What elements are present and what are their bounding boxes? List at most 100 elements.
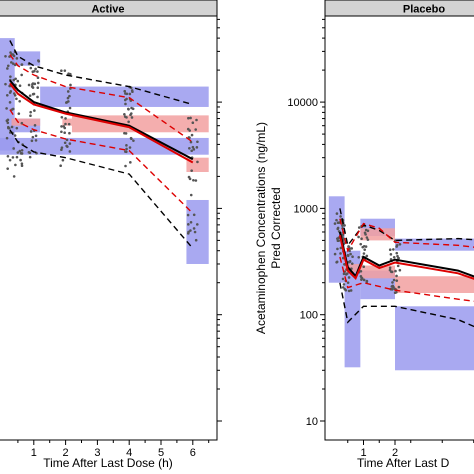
x-tick-label: 2: [63, 447, 69, 459]
observed-point: [4, 82, 7, 86]
observed-point: [66, 96, 70, 100]
observed-point: [130, 137, 133, 140]
observed-point: [398, 242, 402, 246]
observed-point: [18, 149, 22, 153]
prediction-band: [186, 199, 209, 264]
observed-point: [60, 146, 64, 149]
observed-point: [393, 291, 397, 295]
observed-point: [63, 131, 66, 134]
observed-point: [33, 109, 36, 112]
observed-point: [361, 245, 365, 249]
observed-point: [125, 144, 128, 147]
y-tick-label: 1000: [294, 203, 318, 215]
observed-point: [388, 266, 392, 270]
observed-point: [28, 155, 32, 159]
observed-upper-percentile-line: [9, 40, 193, 106]
observed-point: [4, 54, 7, 58]
observed-point: [360, 278, 363, 281]
observed-point: [29, 114, 32, 118]
x-tick-label: 3: [94, 447, 100, 459]
observed-point: [393, 287, 397, 291]
observed-point: [12, 175, 16, 178]
observed-point: [191, 145, 195, 149]
observed-point: [395, 279, 399, 282]
observed-point: [36, 76, 40, 80]
observed-point: [130, 106, 133, 110]
y-tick-label: 10: [306, 416, 318, 428]
observed-point: [5, 119, 9, 123]
observed-point: [392, 248, 395, 251]
observed-point: [6, 64, 10, 68]
observed-point: [123, 115, 127, 118]
observed-point: [36, 95, 39, 99]
observed-point: [37, 59, 41, 63]
observed-point: [339, 246, 343, 250]
observed-point: [189, 193, 193, 197]
predicted-median-line: [9, 82, 194, 164]
observed-point: [125, 147, 128, 151]
y-tick-label: 100: [300, 310, 318, 322]
prediction-band: [11, 51, 41, 66]
observed-point: [339, 215, 342, 218]
observed-point: [388, 268, 392, 272]
observed-point: [189, 116, 192, 120]
observed-point: [124, 92, 127, 95]
observed-point: [16, 79, 20, 83]
panel-placebo-frame: [324, 15, 474, 441]
observed-point: [362, 278, 366, 282]
observed-point: [341, 286, 345, 289]
prediction-band: [71, 115, 209, 133]
observed-point: [20, 162, 24, 165]
observed-point: [66, 90, 70, 93]
observed-point: [335, 218, 338, 222]
observed-point: [65, 144, 68, 148]
observed-point: [192, 227, 196, 230]
observed-point: [362, 265, 366, 269]
observed-point: [364, 233, 367, 236]
observed-point: [339, 252, 342, 255]
panel-placebo-strip: [324, 0, 474, 17]
observed-point: [12, 54, 16, 58]
observed-point: [123, 112, 126, 116]
observed-point: [357, 235, 360, 239]
observed-point: [396, 264, 400, 268]
y-tick-label: 10000: [287, 97, 318, 109]
x-tick-label: 5: [158, 447, 164, 459]
observed-point: [187, 116, 190, 120]
observed-point: [186, 213, 190, 217]
observed-point: [34, 67, 37, 71]
x-tick-label: 2: [392, 447, 398, 459]
observed-point: [20, 63, 24, 66]
observed-point: [195, 146, 199, 149]
observed-point: [124, 102, 127, 106]
observed-point: [5, 136, 9, 140]
observed-point: [60, 115, 64, 119]
observed-point: [190, 169, 193, 172]
predicted-upper-percentile-line: [339, 218, 474, 253]
observed-point: [68, 131, 71, 135]
observed-point: [16, 151, 20, 154]
observed-point: [188, 136, 191, 139]
observed-point: [186, 127, 190, 131]
placebo-percentile-lines: [338, 208, 474, 328]
observed-point: [395, 251, 399, 255]
observed-point: [31, 92, 35, 96]
observed-point: [63, 69, 67, 72]
observed-point: [365, 236, 369, 239]
x-tick-label: 4: [126, 447, 132, 459]
prediction-band: [62, 118, 72, 126]
observed-point: [124, 164, 127, 168]
observed-point: [342, 272, 346, 276]
observed-point: [343, 224, 346, 227]
observed-point: [336, 247, 339, 251]
observed-point: [390, 288, 394, 291]
observed-point: [188, 146, 191, 150]
observed-point: [350, 262, 354, 265]
observed-point: [348, 249, 351, 253]
observed-point: [59, 164, 62, 167]
observed-point: [190, 149, 193, 153]
observed-point: [8, 101, 12, 104]
observed-point: [346, 281, 350, 284]
observed-point: [333, 222, 337, 225]
